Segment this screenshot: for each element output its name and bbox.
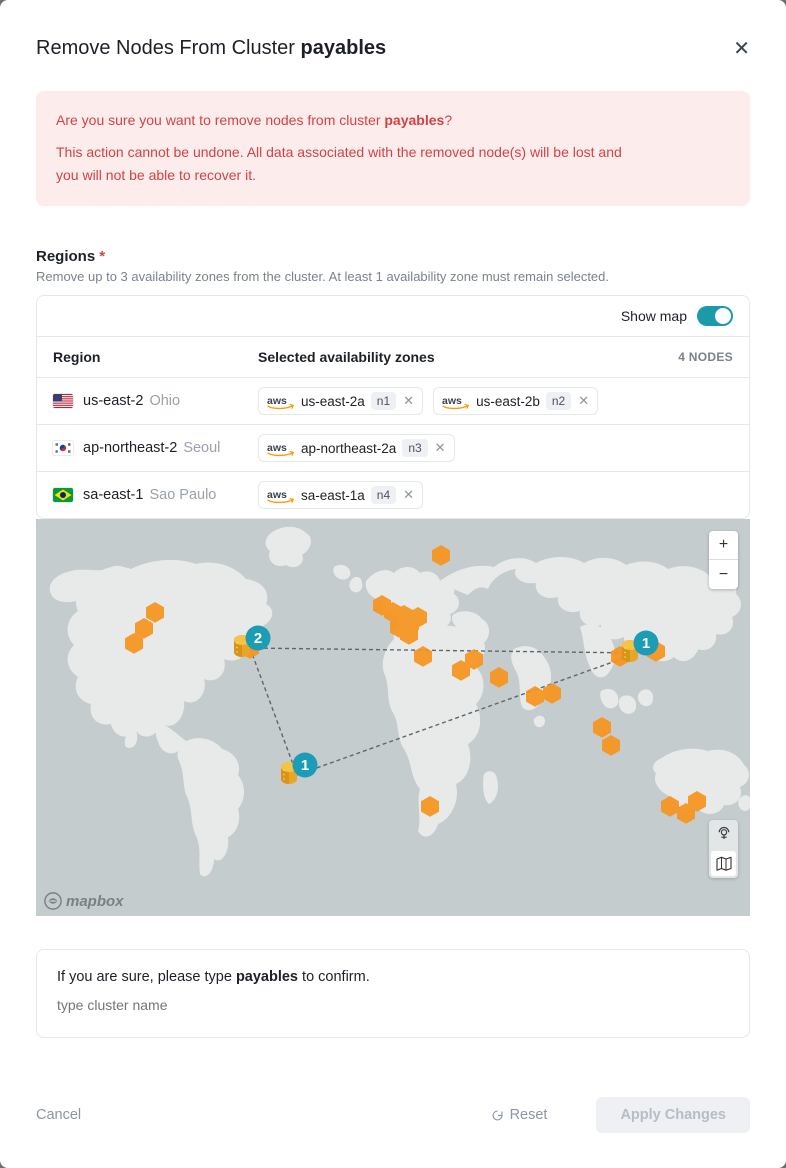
svg-text:1: 1 — [642, 635, 650, 652]
svg-text:aws: aws — [267, 489, 287, 501]
svg-text:aws: aws — [442, 395, 462, 407]
svg-text:aws: aws — [267, 395, 287, 407]
svg-text:aws: aws — [267, 442, 287, 454]
svg-text:2: 2 — [254, 630, 262, 647]
svg-text:1: 1 — [301, 757, 309, 774]
